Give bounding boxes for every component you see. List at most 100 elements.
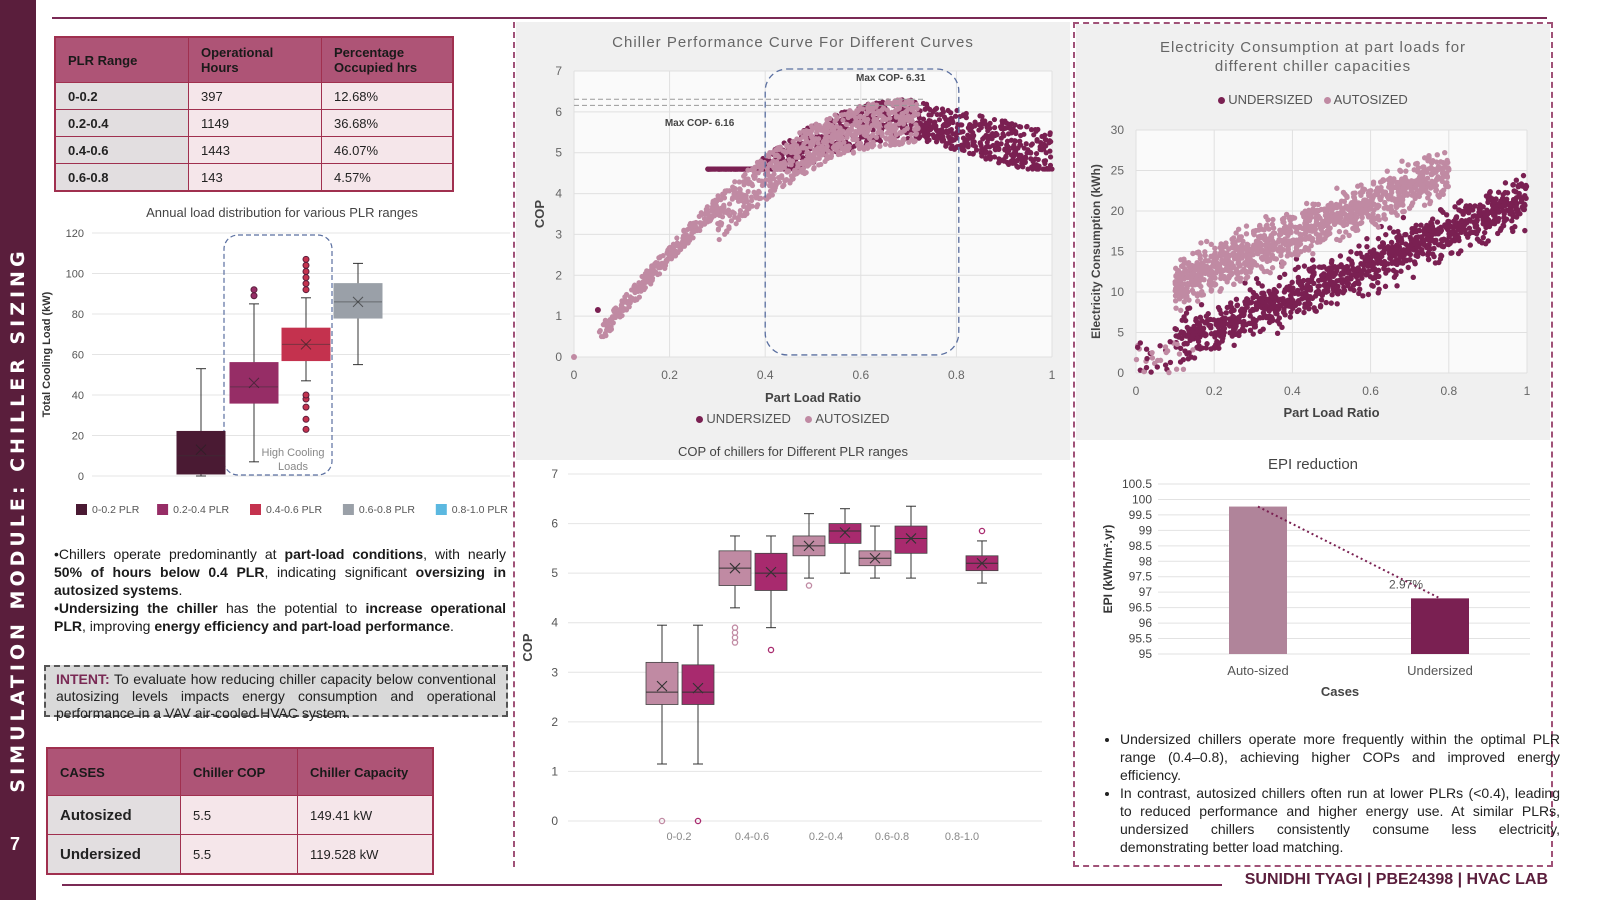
data-point-undersized xyxy=(1172,326,1178,332)
data-point-autosized xyxy=(1436,194,1443,200)
data-point-undersized xyxy=(1501,214,1507,221)
y-axis-label: COP xyxy=(532,200,547,229)
data-point-autosized xyxy=(835,151,841,158)
data-point-autosized xyxy=(596,329,603,335)
legend-label: 0-0.2 PLR xyxy=(92,504,140,516)
data-point-undersized xyxy=(594,307,601,314)
y-tick-label: 4 xyxy=(555,187,562,201)
data-point-autosized xyxy=(1253,262,1260,268)
data-point-autosized xyxy=(850,136,856,143)
data-point-autosized xyxy=(1281,215,1287,222)
data-point-undersized xyxy=(1337,277,1343,283)
box-outlier xyxy=(302,261,310,269)
data-point-undersized xyxy=(1042,132,1048,138)
data-point-undersized xyxy=(1510,228,1516,235)
annotation-text: Max COP- 6.16 xyxy=(665,118,735,129)
data-point-undersized xyxy=(1014,157,1020,164)
data-point-undersized xyxy=(1437,229,1444,235)
data-point-undersized xyxy=(1433,237,1439,244)
data-point-undersized xyxy=(1227,330,1233,336)
data-point-low xyxy=(1167,338,1173,345)
data-point-autosized xyxy=(1349,209,1355,215)
data-point-autosized xyxy=(773,147,780,153)
data-point-undersized xyxy=(1366,261,1373,267)
legend-swatch xyxy=(342,504,354,515)
x-tick-label: 0.8 xyxy=(1440,384,1457,398)
data-point-autosized xyxy=(724,229,730,235)
data-point-autosized xyxy=(1424,175,1431,181)
x-tick-label: 0 xyxy=(1133,384,1140,398)
data-point-undersized xyxy=(1311,264,1317,270)
load-box-title: Annual load distribution for various PLR… xyxy=(146,205,418,220)
data-point-autosized xyxy=(1212,275,1218,281)
data-point-autosized xyxy=(893,132,900,138)
data-point-autosized xyxy=(1228,260,1235,266)
data-point-autosized xyxy=(656,265,662,271)
data-point-autosized xyxy=(766,162,772,168)
data-point-undersized xyxy=(1043,150,1049,156)
data-point-autosized xyxy=(1377,196,1384,203)
data-point-undersized xyxy=(1215,330,1222,336)
table-cell: 4.57% xyxy=(321,163,454,192)
data-point-autosized xyxy=(1399,158,1405,164)
data-point-autosized xyxy=(790,146,796,152)
data-point-undersized xyxy=(1281,271,1288,277)
data-point-undersized xyxy=(1037,144,1043,150)
data-point-autosized xyxy=(1439,174,1446,181)
data-point-autosized xyxy=(803,169,809,176)
data-point-autosized xyxy=(1173,305,1179,311)
data-point-autosized xyxy=(1395,189,1401,195)
data-point-undersized xyxy=(952,113,959,119)
data-point-autosized xyxy=(648,267,654,273)
data-point-undersized xyxy=(1329,257,1335,264)
data-point-autosized xyxy=(1241,266,1247,273)
data-point-autosized xyxy=(1366,192,1372,199)
data-point-autosized xyxy=(1236,255,1242,262)
x-tick-label: 0.6 xyxy=(1362,384,1379,398)
data-point-autosized xyxy=(1231,239,1237,246)
data-point-low xyxy=(1162,344,1169,350)
legend-autosized: AUTOSIZED xyxy=(1323,92,1408,107)
data-point-autosized xyxy=(1429,171,1435,178)
data-point-undersized xyxy=(1472,224,1479,230)
data-point-autosized xyxy=(854,108,861,115)
data-point-autosized xyxy=(837,125,843,131)
data-point-autosized xyxy=(737,192,743,198)
data-point-undersized xyxy=(992,146,998,152)
data-point-undersized xyxy=(1400,214,1407,221)
data-point-autosized xyxy=(804,131,810,137)
data-point-autosized xyxy=(1302,236,1309,242)
data-point-autosized xyxy=(697,227,703,234)
data-point-undersized xyxy=(1395,238,1402,244)
data-point-autosized xyxy=(915,126,921,132)
data-point-undersized xyxy=(1253,276,1260,282)
data-point-autosized xyxy=(1348,218,1354,225)
data-point-undersized xyxy=(948,110,954,116)
box-outlier xyxy=(302,267,310,275)
data-point-undersized xyxy=(1372,275,1378,281)
data-point-undersized xyxy=(1260,310,1267,316)
data-point-undersized xyxy=(1259,283,1265,289)
data-point-autosized xyxy=(780,183,786,190)
box-mean xyxy=(248,377,260,389)
data-point-undersized xyxy=(991,116,998,123)
data-point-autosized xyxy=(1318,220,1325,227)
data-point-undersized xyxy=(1012,138,1018,144)
data-point-autosized xyxy=(904,108,910,114)
data-point-autosized xyxy=(749,197,755,204)
data-point-autosized xyxy=(1190,250,1196,257)
data-point-autosized xyxy=(889,128,895,135)
box-body xyxy=(828,523,862,544)
data-point-autosized xyxy=(882,141,889,147)
data-point-undersized xyxy=(1247,327,1254,334)
data-point-autosized xyxy=(1299,210,1306,217)
data-point-autosized xyxy=(844,134,850,141)
data-point-autosized xyxy=(1382,199,1388,206)
data-point-autosized xyxy=(857,114,863,120)
data-point-autosized xyxy=(681,228,687,234)
bottom-rule xyxy=(62,884,1222,886)
data-point-autosized xyxy=(839,112,845,118)
data-point-autosized xyxy=(758,195,764,201)
data-point-autosized xyxy=(744,198,750,205)
data-point-autosized xyxy=(1221,267,1227,273)
